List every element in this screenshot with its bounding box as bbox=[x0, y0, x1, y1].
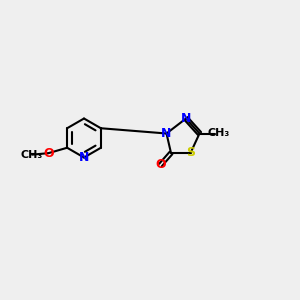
Text: N: N bbox=[79, 151, 89, 164]
Text: CH₃: CH₃ bbox=[208, 128, 230, 139]
Text: S: S bbox=[186, 146, 195, 160]
Text: N: N bbox=[181, 112, 191, 125]
Text: O: O bbox=[43, 147, 54, 160]
Text: N: N bbox=[161, 127, 172, 140]
Text: O: O bbox=[155, 158, 166, 172]
Text: CH₃: CH₃ bbox=[20, 150, 43, 160]
